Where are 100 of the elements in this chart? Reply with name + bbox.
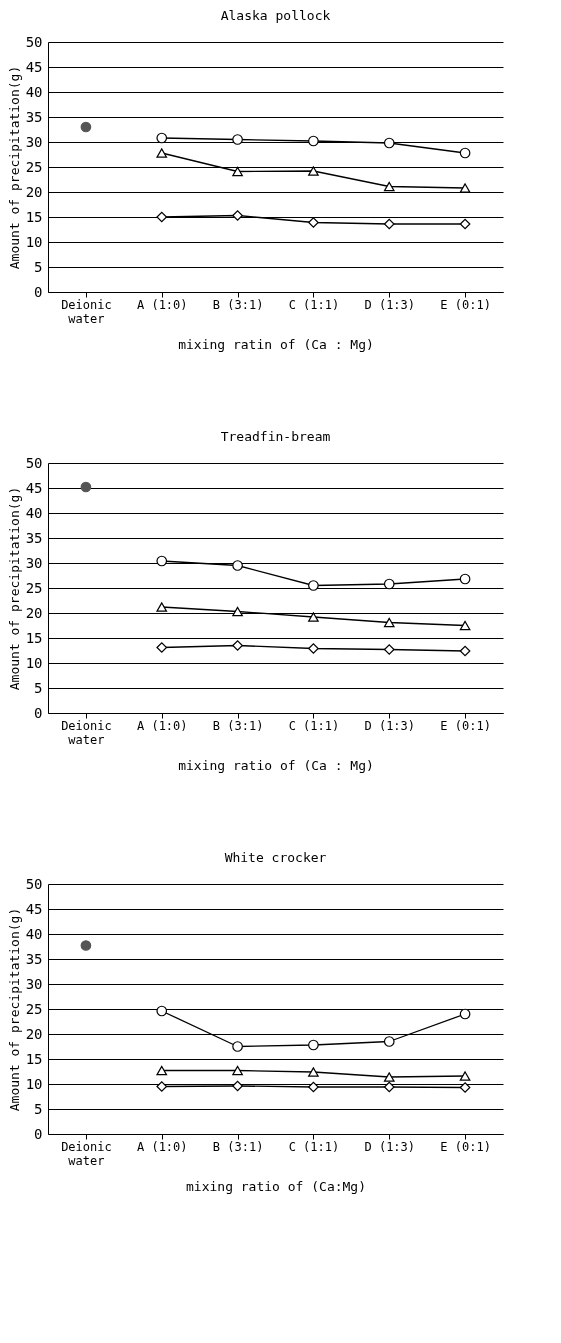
point <box>383 181 395 192</box>
point <box>156 132 168 144</box>
point <box>80 121 92 133</box>
y-axis-title: Amount of precipitation(g) <box>6 486 22 691</box>
x-tick-label: E (0:1) <box>440 718 491 733</box>
x-tick-label: Deionic water <box>61 1139 112 1168</box>
x-tick-label: B (3:1) <box>212 297 264 312</box>
y-tick-label: 50 <box>25 875 43 892</box>
point <box>232 560 243 571</box>
point <box>459 1071 471 1081</box>
y-tick-label: 40 <box>25 504 43 521</box>
point <box>156 1005 168 1017</box>
point <box>156 148 168 158</box>
y-tick-label: 50 <box>25 33 43 50</box>
y-tick-label: 45 <box>25 900 43 917</box>
y-tick-label: 45 <box>25 479 43 496</box>
y-tick-label: 50 <box>25 454 43 471</box>
y-tick-label: 15 <box>25 208 43 225</box>
y-tick-label: 0 <box>34 283 43 300</box>
y-tick-label: 15 <box>25 629 43 646</box>
point <box>383 1072 395 1082</box>
point <box>232 1041 243 1052</box>
point <box>383 218 395 230</box>
point <box>459 620 471 631</box>
y-tick-label: 25 <box>25 579 43 596</box>
x-tick-label: C (1:1) <box>288 1139 340 1154</box>
point <box>308 612 319 622</box>
y-tick-label: 0 <box>34 1125 43 1142</box>
y-tick-label: 40 <box>25 83 43 100</box>
y-tick-label: 5 <box>34 679 43 696</box>
x-tick-label: B (3:1) <box>212 1139 264 1154</box>
y-tick-label: 10 <box>25 233 43 250</box>
y-tick-label: 0 <box>34 704 43 721</box>
x-tick-label: A (1:0) <box>136 297 188 312</box>
point <box>232 134 243 145</box>
x-tick-label: D (1:3) <box>364 1139 416 1154</box>
y-tick-label: 35 <box>25 950 43 967</box>
y-tick-label: 25 <box>25 158 43 175</box>
point <box>308 1039 319 1051</box>
y-tick-label: 45 <box>25 58 43 75</box>
x-tick-label: E (0:1) <box>440 297 491 312</box>
point <box>383 617 395 628</box>
y-tick-label: 40 <box>25 925 43 942</box>
point <box>308 1067 319 1077</box>
x-tick-label: C (1:1) <box>288 718 340 733</box>
point <box>459 1008 471 1020</box>
point <box>459 1082 471 1093</box>
y-axis-title: Amount of precipitation(g) <box>6 907 22 1112</box>
point <box>308 580 319 591</box>
y-tick-label: 10 <box>25 1075 43 1092</box>
y-tick-label: 25 <box>25 1000 43 1017</box>
x-tick-label: D (1:3) <box>364 297 416 312</box>
point <box>232 1080 243 1092</box>
point <box>156 555 168 567</box>
y-tick-label: 20 <box>25 1025 43 1042</box>
x-tick-label: Deionic water <box>61 297 112 326</box>
y-tick-label: 35 <box>25 108 43 125</box>
point <box>308 166 319 176</box>
x-axis-title: mixing ratio of (Ca : Mg) <box>178 757 374 773</box>
point <box>156 602 168 612</box>
point <box>80 940 92 951</box>
y-tick-label: 30 <box>25 975 43 992</box>
point <box>459 183 471 193</box>
x-tick-label: D (1:3) <box>364 718 416 733</box>
x-tick-label: Deionic water <box>61 718 112 747</box>
point <box>156 1065 168 1076</box>
point <box>156 642 168 653</box>
point <box>232 640 243 651</box>
y-tick-label: 35 <box>25 529 43 546</box>
x-tick-label: C (1:1) <box>288 297 340 312</box>
point <box>459 147 471 159</box>
point <box>308 135 319 147</box>
point <box>156 211 168 223</box>
y-tick-label: 20 <box>25 604 43 621</box>
point <box>232 1065 243 1076</box>
y-tick-label: 30 <box>25 133 43 150</box>
point <box>232 166 243 177</box>
point <box>383 644 395 655</box>
point <box>383 578 395 590</box>
y-tick-label: 30 <box>25 554 43 571</box>
point <box>383 1036 395 1047</box>
point <box>383 137 395 149</box>
point <box>308 217 319 228</box>
y-tick-label: 5 <box>34 258 43 275</box>
point <box>232 210 243 221</box>
x-axis-title: mixing ratin of (Ca : Mg) <box>178 336 374 352</box>
point <box>459 218 471 230</box>
x-tick-label: A (1:0) <box>136 1139 188 1154</box>
point <box>459 645 471 657</box>
point <box>156 1081 168 1092</box>
y-tick-label: 20 <box>25 183 43 200</box>
chart-title: White crocker <box>224 850 327 865</box>
x-tick-label: B (3:1) <box>212 718 264 733</box>
point <box>80 481 92 493</box>
x-tick-label: E (0:1) <box>440 1139 491 1154</box>
point <box>383 1081 395 1093</box>
x-axis-title: mixing ratio of (Ca:Mg) <box>185 1178 367 1194</box>
point <box>308 643 319 654</box>
chart-title: Alaska pollock <box>220 8 331 23</box>
x-tick-label: A (1:0) <box>136 718 188 733</box>
